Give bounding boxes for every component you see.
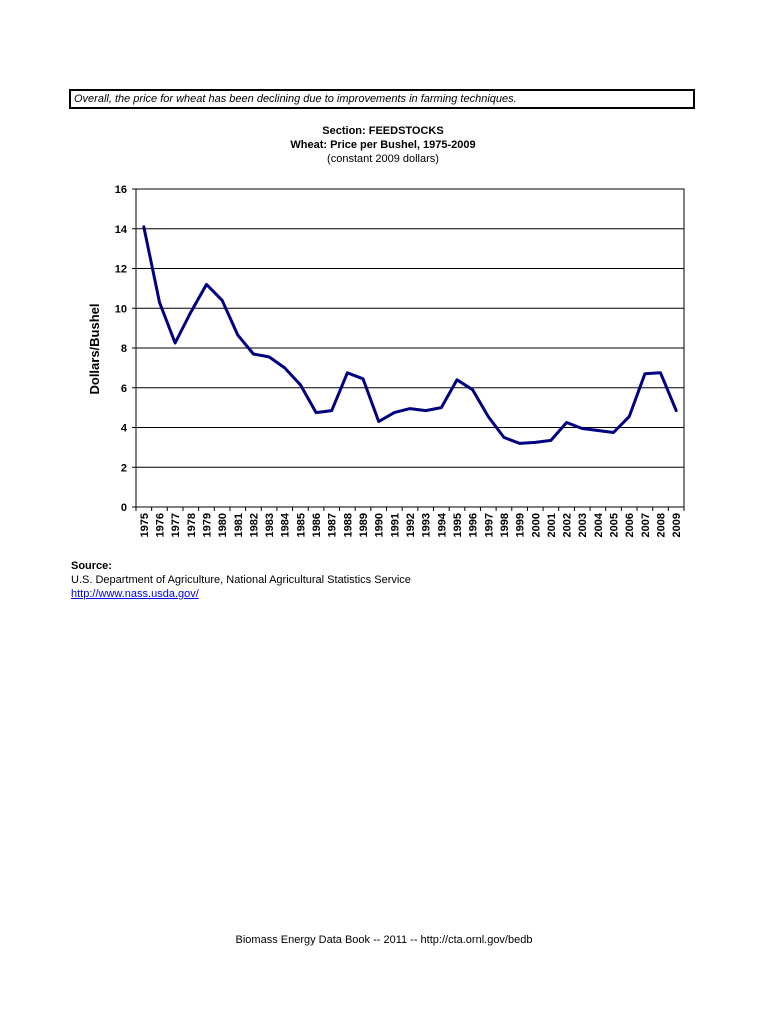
- page-footer: Biomass Energy Data Book -- 2011 -- http…: [235, 934, 533, 946]
- source-label: Source:: [71, 560, 112, 572]
- x-tick-label: 2004: [593, 512, 605, 537]
- x-tick-label: 1985: [295, 513, 307, 537]
- x-tick-label: 1980: [217, 513, 229, 537]
- y-tick-label: 2: [121, 462, 127, 474]
- x-tick-label: 1978: [186, 513, 198, 537]
- x-tick-label: 2008: [656, 513, 668, 537]
- x-tick-labels: 1975 1976 1977 1978 1979 1980 1981 1982 1983 1984…: [139, 512, 683, 537]
- chart-title: Wheat: Price per Bushel, 1975-2009: [290, 139, 476, 151]
- x-tick-label: 1986: [311, 513, 323, 537]
- chart-header: Section: FEEDSTOCKS Wheat: Price per Bus…: [180, 124, 586, 166]
- x-tick-label: 1975: [139, 513, 151, 537]
- y-tick-label: 10: [115, 303, 127, 315]
- y-tick-label: 4: [121, 423, 128, 435]
- x-tick-label: 1988: [342, 513, 354, 537]
- chart-subtitle: (constant 2009 dollars): [327, 153, 439, 165]
- x-tick-label: 1982: [248, 513, 260, 537]
- x-tick-label: 2009: [671, 513, 683, 537]
- x-tick-label: 2006: [624, 513, 636, 537]
- x-tick-label: 1983: [264, 513, 276, 537]
- y-tick-label: 14: [115, 224, 128, 236]
- x-tick-label: 2005: [609, 513, 621, 537]
- series-line: [142, 225, 678, 445]
- summary-note-text: Overall, the price for wheat has been de…: [74, 93, 517, 105]
- x-tick-label: 1993: [421, 513, 433, 537]
- axes: [132, 188, 685, 511]
- x-tick-label: 2002: [562, 513, 574, 537]
- source-agency: U.S. Department of Agriculture, National…: [71, 574, 411, 586]
- x-tick-label: 1976: [154, 513, 166, 537]
- y-tick-label: 6: [121, 383, 127, 395]
- y-tick-label: 0: [121, 502, 127, 514]
- x-tick-label: 1981: [233, 513, 245, 537]
- x-tick-label: 1999: [515, 513, 527, 537]
- section-title: Section: FEEDSTOCKS: [322, 125, 444, 137]
- y-tick-labels: 0 2 4 6 8 10 12 14 16: [115, 184, 128, 514]
- x-tick-label: 1989: [358, 513, 370, 537]
- x-tick-label: 1998: [499, 513, 511, 537]
- x-tick-label: 1990: [374, 513, 386, 537]
- x-tick-label: 1987: [327, 513, 339, 537]
- x-tick-label: 2000: [530, 513, 542, 537]
- x-tick-label: 1979: [201, 513, 213, 537]
- gridlines: [136, 228, 684, 468]
- x-tick-label: 1984: [280, 512, 292, 537]
- x-tick-label: 1995: [452, 513, 464, 537]
- source-block: Source: U.S. Department of Agriculture, …: [71, 559, 411, 601]
- x-tick-label: 2001: [546, 513, 558, 537]
- x-tick-label: 2003: [577, 513, 589, 537]
- x-tick-label: 1992: [405, 513, 417, 537]
- x-tick-label: 1994: [436, 512, 448, 537]
- x-tick-label: 1977: [170, 513, 182, 537]
- source-link[interactable]: http://www.nass.usda.gov/: [71, 588, 199, 600]
- summary-note: Overall, the price for wheat has been de…: [69, 89, 695, 109]
- y-tick-label: 8: [121, 343, 127, 355]
- x-tick-label: 1996: [468, 513, 480, 537]
- x-tick-label: 1991: [389, 513, 401, 537]
- y-tick-label: 16: [115, 184, 127, 196]
- x-tick-label: 2007: [640, 513, 652, 537]
- y-axis-label: Dollars/Bushel: [87, 303, 102, 394]
- x-tick-label: 1997: [483, 513, 495, 537]
- y-tick-label: 12: [115, 264, 127, 276]
